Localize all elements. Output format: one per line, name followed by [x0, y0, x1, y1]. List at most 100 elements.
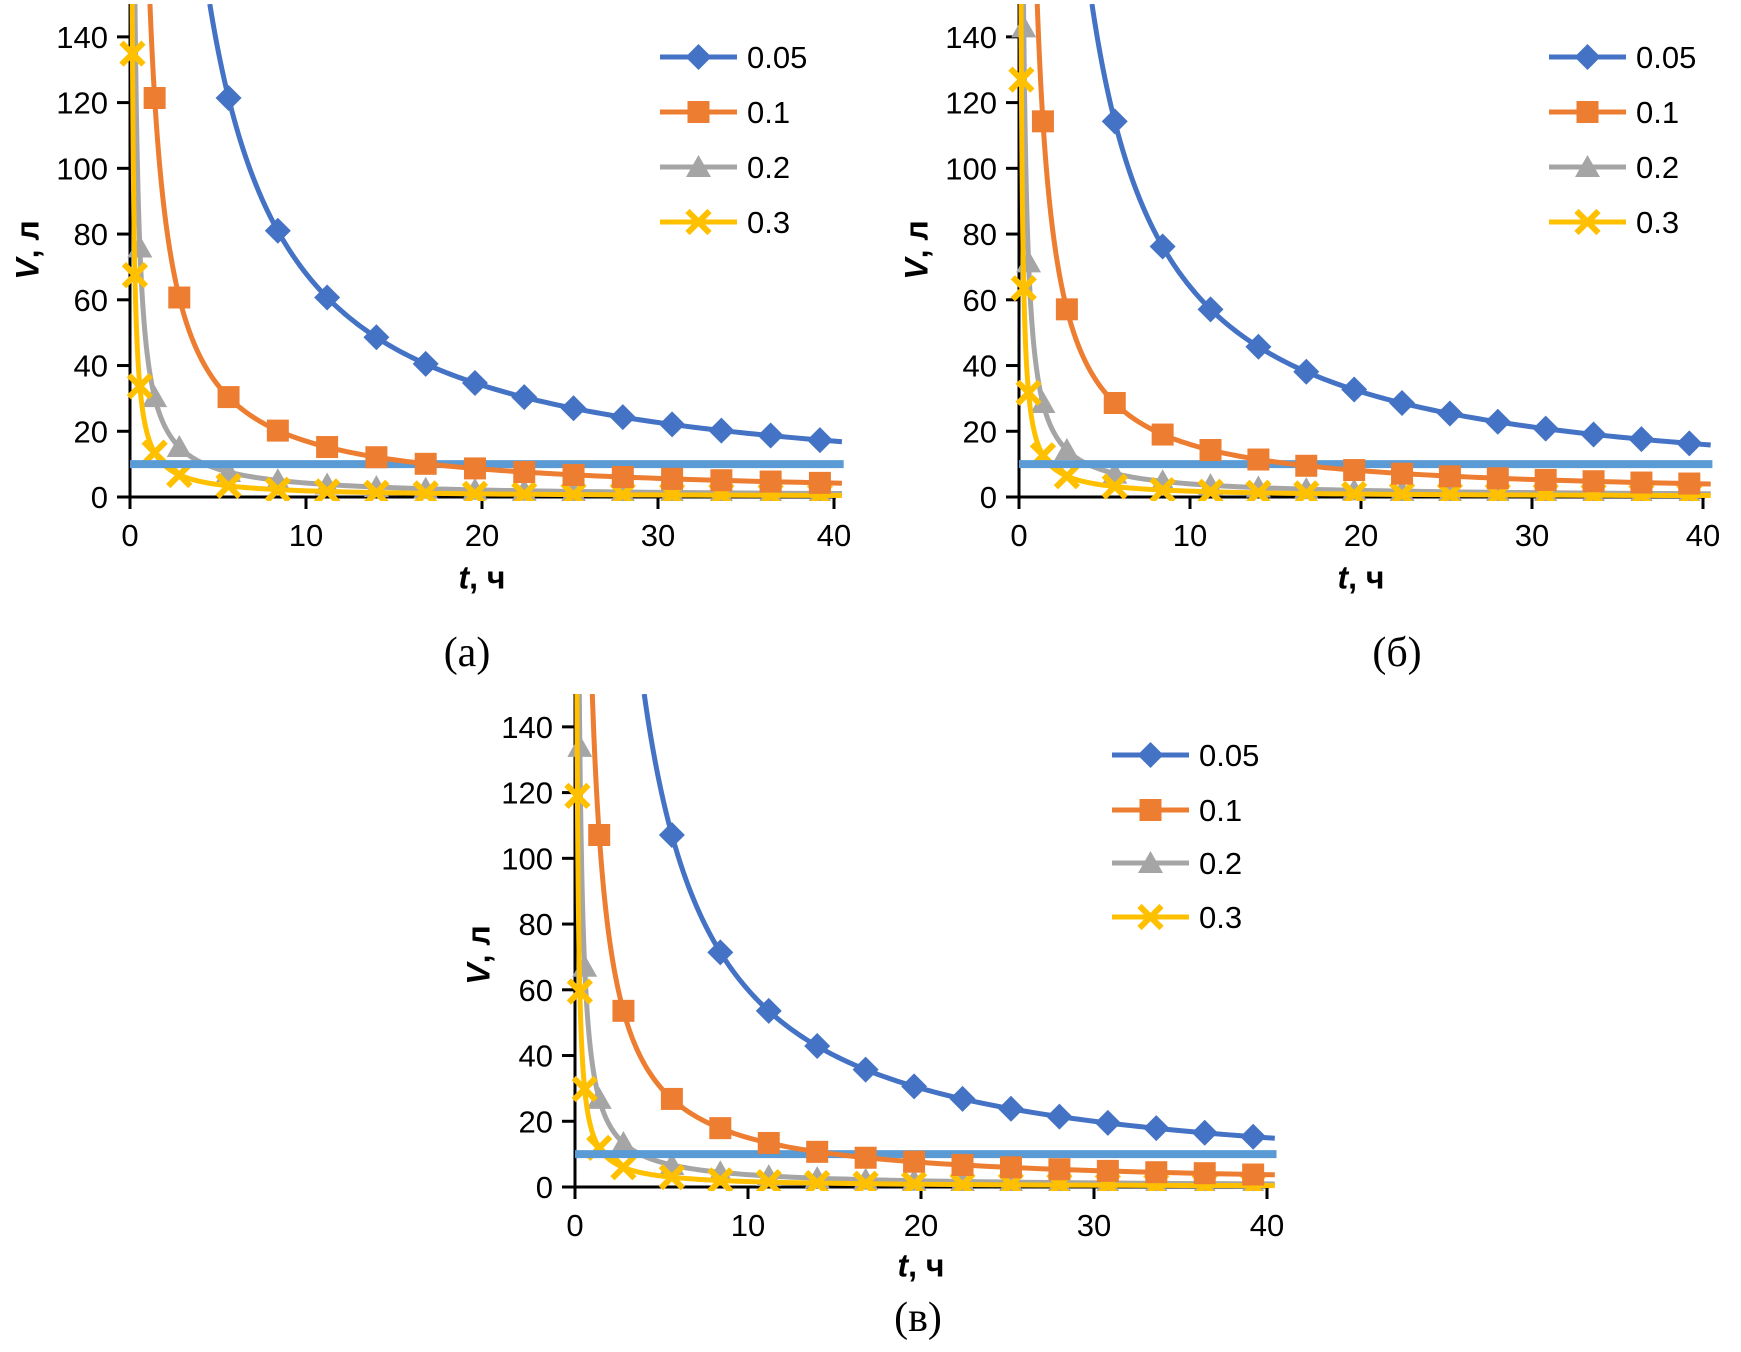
x-axis-unit: , ч: [469, 559, 506, 596]
series-0.3-marker: [141, 439, 168, 466]
series-0.05-marker: [658, 821, 685, 848]
series-0.1-marker: [414, 452, 437, 475]
y-tick-label: 60: [519, 973, 553, 1008]
series-0.3-marker: [1008, 66, 1035, 93]
series-0.3-marker: [560, 481, 587, 501]
y-tick-label: 100: [56, 151, 108, 186]
legend-marker-square: [1576, 101, 1599, 123]
y-tick-label: 100: [945, 151, 997, 186]
series-0.05-marker: [215, 84, 242, 111]
legend-marker-square: [687, 101, 710, 123]
y-axis-unit: , л: [460, 925, 497, 964]
series-0.05: [1089, 4, 1711, 457]
series-0.1-marker: [808, 471, 831, 494]
series-0.1-marker: [1678, 472, 1701, 495]
legend-label: 0.1: [1199, 793, 1242, 828]
series-0.05-marker: [1149, 233, 1176, 260]
y-tick-label: 140: [501, 710, 553, 745]
chart-b: 0 10 20 30 40 0 20 40 60 80 100 120 140 0.05 0.1 0.2 0.3: [945, 4, 1720, 553]
series-0.3: [1008, 4, 1711, 501]
series-0.1-marker: [661, 467, 684, 490]
legend-entry: 0.3: [660, 205, 790, 240]
x-tick-label: 10: [1173, 518, 1207, 553]
series-0.3-marker: [1293, 480, 1320, 501]
series-0.1-marker: [1486, 467, 1509, 490]
series-0.1-marker: [903, 1150, 926, 1173]
series-0.05-marker: [1245, 333, 1272, 360]
legend-entry: 0.05: [1112, 738, 1259, 773]
series-0.05-marker: [1484, 408, 1511, 435]
y-tick-label: 80: [963, 217, 997, 252]
series-0.2-marker: [1054, 438, 1080, 461]
series-0.1-marker: [757, 1131, 780, 1154]
series-0.05-marker: [1143, 1115, 1170, 1142]
legend-label: 0.3: [1636, 205, 1679, 240]
y-axis-variable: V: [460, 963, 497, 985]
series-0.1-marker: [759, 470, 782, 493]
series-0.3-line: [574, 694, 1275, 1189]
y-tick-label: 80: [519, 907, 553, 942]
y-tick-label: 80: [74, 217, 108, 252]
series-0.3-marker: [852, 1170, 879, 1191]
series-0.1: [1031, 4, 1711, 495]
y-tick-label: 0: [536, 1170, 553, 1205]
series-0.3-marker: [610, 1154, 637, 1181]
y-axis-title-b: V, л: [899, 220, 936, 279]
series-0.05-marker: [1094, 1109, 1121, 1136]
series-0.3-marker: [900, 1170, 928, 1191]
series-0.1-marker: [588, 823, 611, 846]
series-0.1-marker: [1247, 448, 1270, 471]
y-tick-label: 20: [963, 414, 997, 449]
series-0.05-marker: [806, 427, 833, 454]
x-tick-label: 20: [904, 1208, 938, 1243]
series-0.3-marker: [1101, 473, 1128, 500]
series-0.1-marker: [316, 436, 339, 459]
series-0.05-marker: [949, 1085, 976, 1112]
legend-entry: 0.2: [1112, 846, 1242, 881]
series-0.05-marker: [659, 411, 686, 438]
series-0.1-marker: [1343, 459, 1366, 482]
series-0.1-marker: [1055, 298, 1078, 321]
series-0.3-marker: [126, 373, 153, 400]
series-0.1-marker: [562, 463, 585, 486]
series-0.1-marker: [806, 1140, 829, 1163]
legend-entry: 0.3: [1549, 205, 1679, 240]
series-0.2-marker: [142, 385, 168, 408]
legend-marker-triangle: [1138, 851, 1163, 873]
y-axis-title-v: V, л: [461, 925, 498, 984]
series-0.1-marker: [513, 461, 536, 484]
legend-marker-diamond: [1137, 742, 1164, 768]
series-0.05-marker: [412, 350, 439, 377]
legend-marker-triangle: [686, 155, 711, 177]
series-0.1: [588, 694, 1275, 1186]
legend-label: 0.05: [747, 40, 807, 75]
y-tick-label: 100: [501, 841, 553, 876]
x-tick-label: 0: [566, 1208, 583, 1243]
legend: 0.05 0.1 0.2 0.3: [1112, 738, 1259, 935]
series-0.3-marker: [313, 478, 341, 501]
series-0.05-marker: [1676, 430, 1703, 457]
series-0.05-marker: [1341, 376, 1368, 403]
series-0.1-line: [1034, 4, 1711, 487]
series-0.1-marker: [1103, 392, 1126, 415]
legend-label: 0.1: [1636, 95, 1679, 130]
series-0.1-marker: [1534, 468, 1557, 491]
series-0.05-marker: [804, 1033, 831, 1060]
x-tick-label: 30: [1515, 518, 1549, 553]
y-axis-unit: , л: [9, 220, 46, 259]
series-0.05-marker: [1532, 415, 1559, 442]
caption-a: (а): [443, 630, 491, 676]
series-0.3-marker: [658, 1164, 686, 1191]
y-tick-label: 0: [91, 480, 108, 515]
series-0.05-marker: [707, 939, 734, 966]
series-0.2-marker: [1030, 391, 1056, 414]
series-0.3-marker: [1388, 481, 1416, 501]
series-0.1-marker: [1193, 1162, 1216, 1185]
series-0.3-marker: [1341, 480, 1368, 501]
series-0.3-marker: [571, 1075, 598, 1103]
x-tick-label: 20: [465, 518, 499, 553]
series-0.2-marker: [166, 435, 192, 458]
legend-label: 0.2: [1636, 150, 1679, 185]
series-0.05-marker: [997, 1095, 1024, 1122]
